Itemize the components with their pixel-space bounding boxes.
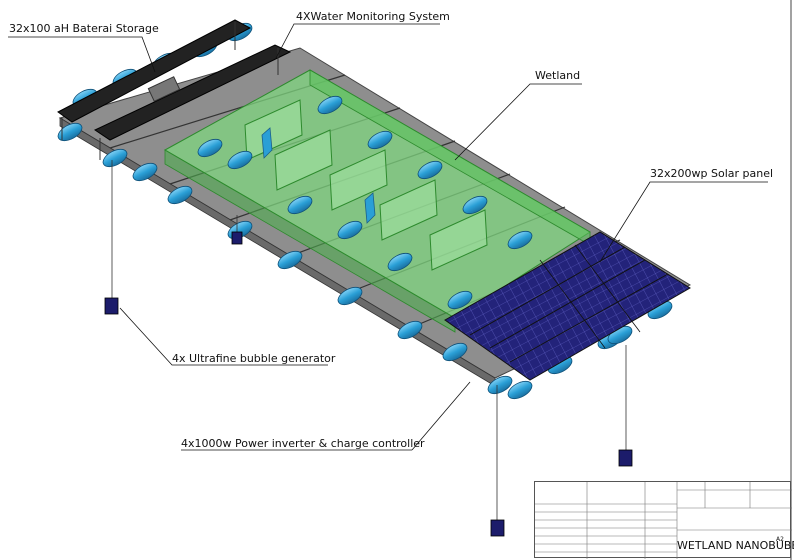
pontoon-float <box>487 375 513 395</box>
water-monitoring-label: 4XWater Monitoring System <box>296 10 450 23</box>
callout-leaders <box>8 23 768 451</box>
pontoon-float <box>397 320 423 340</box>
pontoon-float <box>337 220 363 240</box>
pontoon-float <box>227 150 253 170</box>
battery-storage-roof <box>57 19 292 160</box>
pontoon-float <box>417 160 443 180</box>
pontoon-float <box>197 138 223 158</box>
battery-storage-label: 32x100 aH Baterai Storage <box>9 22 159 35</box>
bubble-generator-label: 4x Ultrafine bubble generator <box>172 352 336 365</box>
pontoon-float <box>102 148 128 168</box>
pontoon-float <box>507 230 533 250</box>
solar-panel-label: 32x200wp Solar panel <box>650 167 774 180</box>
pontoon-float <box>317 95 343 115</box>
title-block-grid <box>535 482 792 559</box>
pontoon-float <box>337 286 363 306</box>
sheet-size: A2 <box>776 536 784 543</box>
bubble-generator-units <box>104 231 633 537</box>
pontoon-float <box>277 250 303 270</box>
wetland-basin <box>163 69 591 333</box>
pontoon-float <box>387 252 413 272</box>
pontoon-float <box>132 162 158 182</box>
pontoon-float <box>447 290 473 310</box>
pontoon-float <box>57 122 83 142</box>
pontoon-float <box>442 342 468 362</box>
pontoon-float <box>167 185 193 205</box>
drawing-title: WETLAND NANOBUBBLE <box>677 539 794 552</box>
pontoon-float <box>287 195 313 215</box>
pontoon-float <box>462 195 488 215</box>
solar-panel-array <box>444 231 691 381</box>
title-block: WETLAND NANOBUBBLE A2 <box>534 481 794 559</box>
pontoon-float <box>367 130 393 150</box>
wetland-label: Wetland <box>535 69 581 82</box>
device-cables <box>111 160 627 525</box>
power-inverter-label: 4x1000w Power inverter & charge controll… <box>181 437 425 450</box>
pontoon-float <box>507 380 533 400</box>
